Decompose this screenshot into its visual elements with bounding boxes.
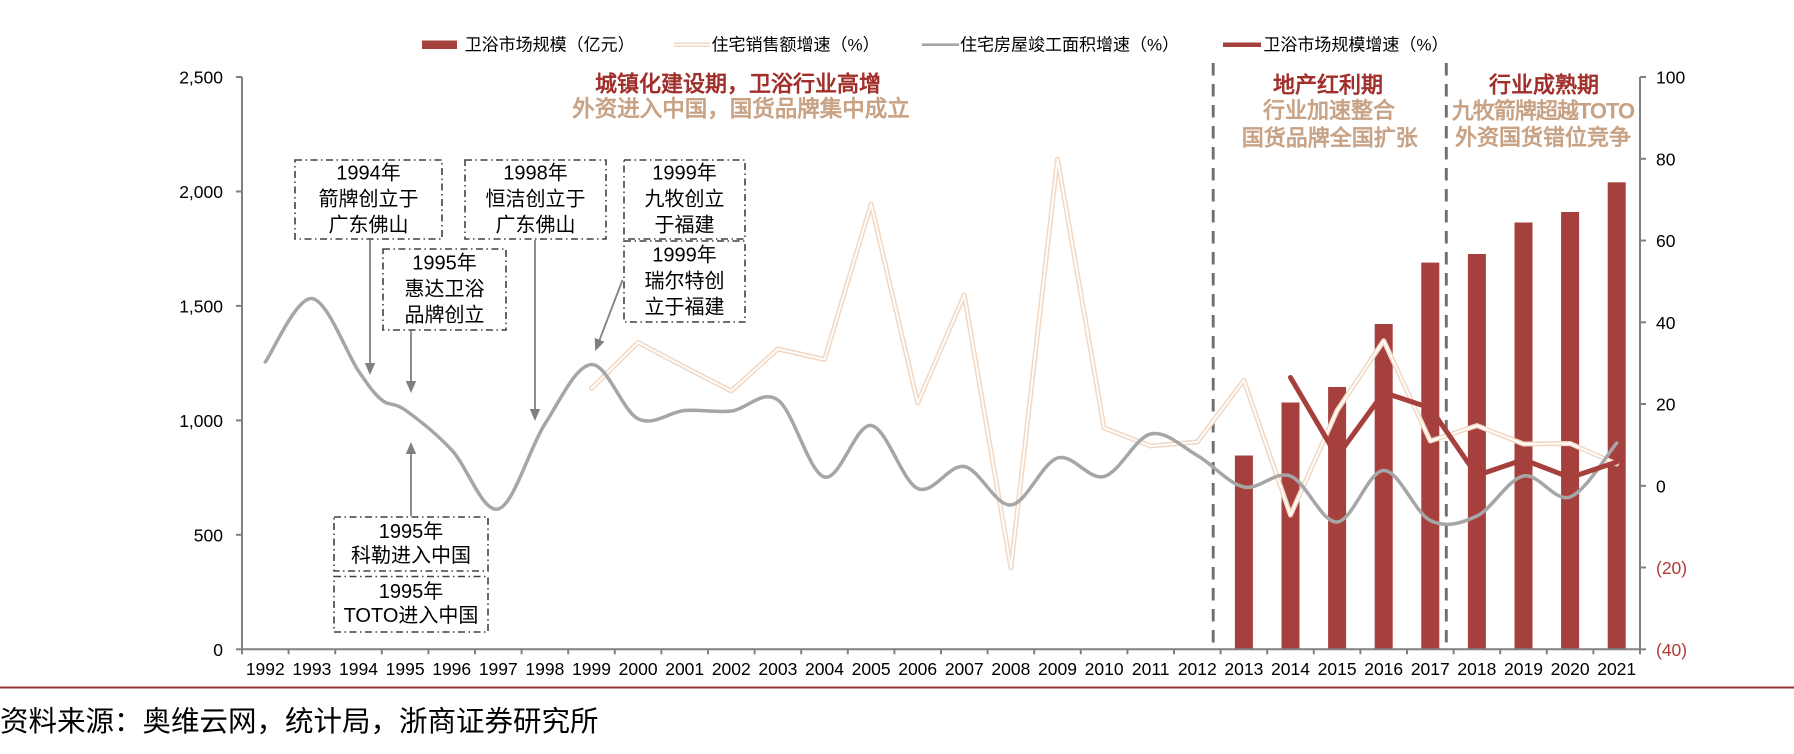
svg-text:1998年: 1998年 — [503, 162, 568, 185]
svg-text:2015: 2015 — [1318, 659, 1357, 679]
svg-text:1999年: 1999年 — [652, 162, 717, 185]
svg-text:1995年: 1995年 — [379, 580, 444, 603]
svg-text:广东佛山: 广东佛山 — [329, 214, 409, 237]
svg-text:2020: 2020 — [1551, 659, 1590, 679]
svg-text:2019: 2019 — [1504, 659, 1543, 679]
svg-text:科勒进入中国: 科勒进入中国 — [351, 544, 471, 567]
svg-text:1995年: 1995年 — [379, 520, 444, 543]
svg-text:广东佛山: 广东佛山 — [496, 214, 576, 237]
svg-text:20: 20 — [1656, 395, 1676, 415]
svg-text:2003: 2003 — [758, 659, 797, 679]
svg-text:1993: 1993 — [292, 659, 331, 679]
svg-text:1994年: 1994年 — [336, 162, 401, 185]
svg-text:国货品牌全国扩张: 国货品牌全国扩张 — [1242, 126, 1419, 151]
svg-text:2000: 2000 — [619, 659, 658, 679]
svg-text:外资进入中国，国货品牌集中成立: 外资进入中国，国货品牌集中成立 — [572, 96, 910, 122]
svg-text:卫浴市场规模增速（%）: 卫浴市场规模增速（%） — [1263, 36, 1448, 55]
svg-text:1,500: 1,500 — [179, 296, 223, 316]
svg-text:2006: 2006 — [898, 659, 937, 679]
svg-text:地产红利期: 地产红利期 — [1273, 73, 1383, 98]
svg-text:城镇化建设期，卫浴行业高增: 城镇化建设期，卫浴行业高增 — [595, 72, 881, 97]
svg-text:60: 60 — [1656, 231, 1676, 251]
svg-text:0: 0 — [213, 640, 223, 660]
svg-text:品牌创立: 品牌创立 — [405, 304, 485, 327]
svg-text:1995年: 1995年 — [412, 252, 477, 275]
svg-text:100: 100 — [1656, 68, 1685, 88]
svg-text:1,000: 1,000 — [179, 411, 223, 431]
svg-text:2004: 2004 — [805, 659, 844, 679]
svg-text:行业成熟期: 行业成熟期 — [1488, 73, 1599, 98]
svg-text:1998: 1998 — [525, 659, 564, 679]
svg-text:2011: 2011 — [1132, 659, 1170, 679]
svg-text:卫浴市场规模（亿元）: 卫浴市场规模（亿元） — [465, 36, 635, 55]
svg-text:1994: 1994 — [339, 659, 378, 679]
svg-text:2,000: 2,000 — [179, 182, 223, 202]
svg-text:九牧创立: 九牧创立 — [645, 188, 725, 211]
svg-text:1996: 1996 — [432, 659, 471, 679]
svg-text:2010: 2010 — [1085, 659, 1124, 679]
svg-text:500: 500 — [194, 525, 223, 545]
svg-text:2005: 2005 — [852, 659, 891, 679]
svg-text:2008: 2008 — [991, 659, 1030, 679]
svg-text:惠达卫浴: 惠达卫浴 — [405, 278, 485, 301]
svg-text:(20): (20) — [1656, 558, 1687, 578]
svg-text:0: 0 — [1656, 476, 1666, 496]
svg-text:2,500: 2,500 — [179, 68, 223, 88]
svg-text:80: 80 — [1656, 149, 1676, 169]
svg-text:2018: 2018 — [1457, 659, 1496, 679]
svg-text:2007: 2007 — [945, 659, 984, 679]
svg-text:1992: 1992 — [246, 659, 285, 679]
svg-text:TOTO进入中国: TOTO进入中国 — [344, 604, 479, 627]
svg-text:2013: 2013 — [1224, 659, 1263, 679]
svg-text:住宅销售额增速（%）: 住宅销售额增速（%） — [712, 36, 880, 55]
svg-text:2001: 2001 — [665, 659, 704, 679]
svg-text:2016: 2016 — [1364, 659, 1403, 679]
svg-text:于福建: 于福建 — [655, 214, 715, 237]
svg-text:1995: 1995 — [386, 659, 425, 679]
svg-text:2021: 2021 — [1597, 659, 1636, 679]
svg-text:1999年: 1999年 — [652, 244, 717, 267]
svg-text:1999: 1999 — [572, 659, 611, 679]
svg-text:2012: 2012 — [1178, 659, 1217, 679]
svg-text:40: 40 — [1656, 313, 1676, 333]
svg-text:立于福建: 立于福建 — [645, 296, 725, 319]
svg-text:外资国货错位竞争: 外资国货错位竞争 — [1455, 125, 1631, 150]
svg-text:(40): (40) — [1656, 640, 1687, 660]
svg-text:1997: 1997 — [479, 659, 518, 679]
svg-text:九牧箭牌超越TOTO: 九牧箭牌超越TOTO — [1451, 99, 1635, 124]
svg-text:恒洁创立于: 恒洁创立于 — [486, 188, 586, 211]
svg-text:行业加速整合: 行业加速整合 — [1262, 98, 1396, 123]
svg-text:2014: 2014 — [1271, 659, 1310, 679]
svg-text:箭牌创立于: 箭牌创立于 — [319, 188, 419, 211]
svg-text:2002: 2002 — [712, 659, 751, 679]
svg-text:资料来源：奥维云网，统计局，浙商证券研究所: 资料来源：奥维云网，统计局，浙商证券研究所 — [0, 706, 599, 738]
svg-text:2017: 2017 — [1411, 659, 1450, 679]
svg-text:瑞尔特创: 瑞尔特创 — [645, 270, 725, 293]
svg-text:2009: 2009 — [1038, 659, 1077, 679]
svg-text:住宅房屋竣工面积增速（%）: 住宅房屋竣工面积增速（%） — [960, 36, 1179, 55]
